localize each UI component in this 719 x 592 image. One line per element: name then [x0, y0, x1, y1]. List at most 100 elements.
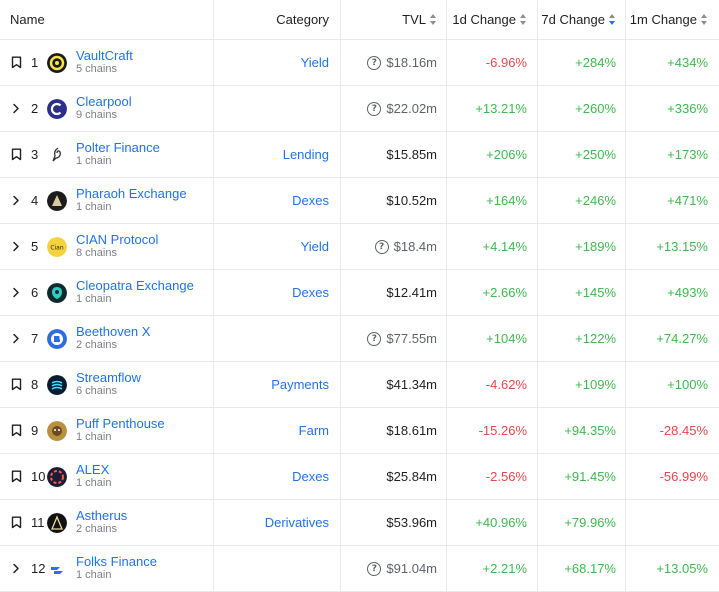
category-link[interactable]: Lending	[282, 147, 329, 162]
tvl-value: $77.55m	[386, 331, 437, 346]
table-row: 6 Cleopatra Exchange 1 chain Dexes $12.41m +2…	[0, 270, 719, 316]
change-7d-cell: +68.17%	[538, 546, 626, 591]
name-cell: 2 Clearpool 9 chains	[0, 86, 214, 131]
change-1m-cell: -56.99%	[626, 454, 719, 499]
protocol-name-link[interactable]: Beethoven X	[76, 324, 151, 339]
change-1m-cell: +13.05%	[626, 546, 719, 591]
info-icon[interactable]: ?	[367, 101, 382, 116]
chevron-right-icon[interactable]	[9, 102, 23, 116]
rank: 2	[31, 101, 39, 116]
category-link[interactable]: Derivatives	[264, 515, 329, 530]
chain-count: 5 chains	[76, 63, 117, 75]
change-1m-cell: +13.15%	[626, 224, 719, 269]
protocol-name-link[interactable]: Streamflow	[76, 370, 142, 385]
info-icon[interactable]: ?	[367, 331, 382, 346]
protocol-name-link[interactable]: Puff Penthouse	[76, 416, 165, 431]
info-icon[interactable]: ?	[367, 561, 382, 576]
chain-count: 2 chains	[76, 523, 117, 535]
name-cell: 3 Polter Finance 1 chain	[0, 132, 214, 177]
protocol-info: CIAN Protocol 8 chains	[76, 233, 158, 260]
change-1m-value: +336%	[667, 101, 708, 116]
change-1m-cell	[626, 500, 719, 545]
header-name[interactable]: Name	[0, 0, 214, 39]
tvl-value: $22.02m	[386, 101, 437, 116]
change-7d-cell: +246%	[538, 178, 626, 223]
bookmark-icon[interactable]	[9, 516, 23, 530]
header-name-label: Name	[10, 12, 45, 27]
table-row: 11 Astherus 2 chains Derivatives $53.96m +40.…	[0, 500, 719, 546]
rank: 7	[31, 331, 39, 346]
bookmark-icon[interactable]	[9, 378, 23, 392]
chevron-right-icon[interactable]	[9, 332, 23, 346]
bookmark-icon[interactable]	[9, 470, 23, 484]
protocol-name-link[interactable]: CIAN Protocol	[76, 232, 159, 247]
chevron-right-icon[interactable]	[9, 562, 23, 576]
change-7d-value: +91.45%	[564, 469, 616, 484]
protocol-logo-icon	[47, 420, 67, 441]
category-link[interactable]: Yield	[300, 239, 329, 254]
change-1m-cell: +173%	[626, 132, 719, 177]
protocol-name-link[interactable]: Polter Finance	[76, 140, 160, 155]
protocol-logo-icon	[47, 282, 67, 303]
category-link[interactable]: Farm	[298, 423, 329, 438]
header-1m-change[interactable]: 1m Change	[626, 0, 719, 39]
protocol-name-link[interactable]: Pharaoh Exchange	[76, 186, 187, 201]
tvl-value: $18.4m	[393, 239, 437, 254]
info-icon[interactable]: ?	[367, 55, 382, 70]
chain-count: 8 chains	[76, 247, 117, 259]
protocol-name-link[interactable]: Folks Finance	[76, 554, 157, 569]
info-icon[interactable]: ?	[374, 239, 389, 254]
table-row: 1 VaultCraft 5 chains Yield? $18.16m -6.96% +2…	[0, 40, 719, 86]
bookmark-icon[interactable]	[9, 148, 23, 162]
category-cell	[214, 316, 341, 361]
rank: 8	[31, 377, 39, 392]
protocol-name-link[interactable]: Cleopatra Exchange	[76, 278, 194, 293]
sort-icon	[701, 14, 708, 25]
category-cell: Payments	[214, 362, 341, 407]
protocol-name-link[interactable]: VaultCraft	[76, 48, 133, 63]
tvl-value: $18.16m	[386, 55, 437, 70]
change-7d-value: +284%	[575, 55, 616, 70]
category-link[interactable]: Payments	[271, 377, 329, 392]
rank: 12	[31, 561, 46, 576]
rank: 6	[31, 285, 39, 300]
change-1m-cell: +493%	[626, 270, 719, 315]
header-7d-change[interactable]: 7d Change	[538, 0, 626, 39]
category-link[interactable]: Dexes	[292, 469, 329, 484]
category-link[interactable]: Yield	[300, 55, 329, 70]
protocol-info: ALEX 1 chain	[76, 463, 111, 490]
change-7d-cell: +284%	[538, 40, 626, 85]
category-link[interactable]: Dexes	[292, 193, 329, 208]
protocol-logo-icon	[47, 512, 67, 533]
protocol-name-link[interactable]: ALEX	[76, 462, 110, 477]
change-7d-value: +68.17%	[564, 561, 616, 576]
protocol-name-link[interactable]: Astherus	[76, 508, 128, 523]
protocol-logo-icon	[47, 559, 67, 579]
protocol-logo-icon	[47, 52, 67, 73]
change-1m-value: +100%	[667, 377, 708, 392]
protocol-logo-icon	[47, 328, 67, 349]
bookmark-icon[interactable]	[9, 424, 23, 438]
chevron-right-icon[interactable]	[9, 240, 23, 254]
change-1d-cell: +40.96%	[447, 500, 538, 545]
header-category-label: Category	[276, 12, 329, 27]
name-cell: 6 Cleopatra Exchange 1 chain	[0, 270, 214, 315]
category-link[interactable]: Dexes	[292, 285, 329, 300]
bookmark-icon[interactable]	[9, 56, 23, 70]
chevron-right-icon[interactable]	[9, 194, 23, 208]
header-category[interactable]: Category	[214, 0, 341, 39]
header-1d-change[interactable]: 1d Change	[447, 0, 538, 39]
name-cell: 1 VaultCraft 5 chains	[0, 40, 214, 85]
change-1m-cell: +74.27%	[626, 316, 719, 361]
change-1d-cell: -15.26%	[447, 408, 538, 453]
protocol-name-link[interactable]: Clearpool	[76, 94, 132, 109]
tvl-cell: ? $18.16m	[341, 40, 447, 85]
change-7d-value: +145%	[575, 285, 616, 300]
protocol-info: Pharaoh Exchange 1 chain	[76, 187, 187, 214]
chevron-right-icon[interactable]	[9, 286, 23, 300]
change-7d-cell: +94.35%	[538, 408, 626, 453]
protocol-info: Folks Finance 1 chain	[76, 555, 157, 582]
tvl-cell: $15.85m	[341, 132, 447, 177]
header-tvl[interactable]: TVL	[341, 0, 447, 39]
